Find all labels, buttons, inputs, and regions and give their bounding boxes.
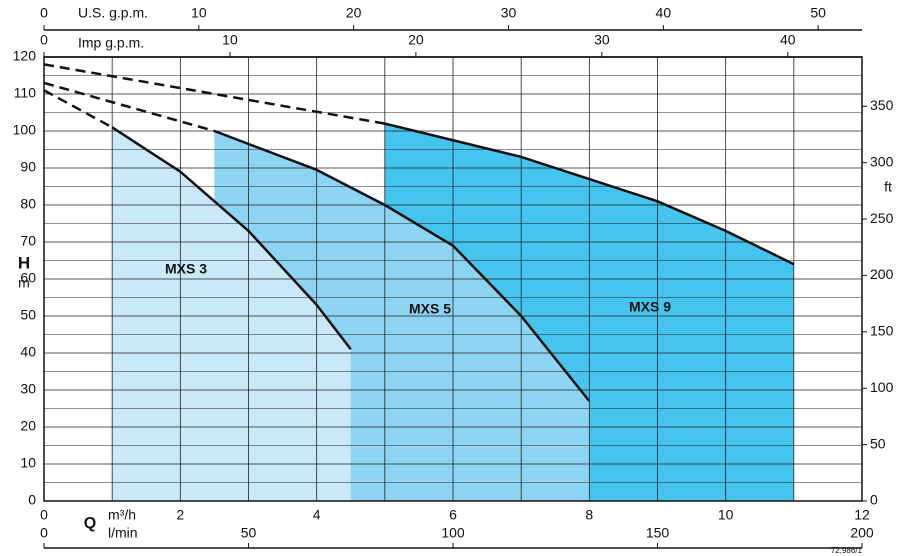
- x-label: m³/h: [108, 507, 136, 523]
- top-tick-label: 0: [40, 5, 48, 21]
- y-tick-label: 100: [13, 122, 37, 138]
- y-tick-label: 0: [28, 492, 36, 508]
- extrapolated-curve: [43, 63, 386, 125]
- y-tick-label: 80: [20, 196, 36, 212]
- x-tick-label: 0: [40, 507, 48, 523]
- x-tick-label: 8: [585, 507, 593, 523]
- y-tick-label: 10: [20, 455, 36, 471]
- series-label: MXS 9: [629, 299, 671, 315]
- footnote: 72,986/1: [831, 546, 863, 555]
- y-unit: m: [18, 275, 30, 291]
- y2-tick-label: 300: [870, 153, 894, 169]
- y-tick-label: 40: [20, 344, 36, 360]
- q-label: Q: [84, 515, 96, 532]
- series-label: MXS 3: [165, 261, 207, 277]
- extrapolated-curve: [43, 89, 113, 129]
- y-tick-label: 20: [20, 418, 36, 434]
- y2-tick-label: 0: [870, 492, 878, 508]
- top-tick-label: 40: [656, 5, 672, 21]
- top-tick-label: 30: [501, 5, 517, 21]
- curve: [213, 129, 591, 402]
- top-tick-label: 40: [780, 32, 796, 48]
- bottom-axis-label: l/min: [108, 525, 138, 541]
- y-tick-label: 60: [20, 270, 36, 286]
- extrapolated-curve: [43, 81, 215, 133]
- y-tick-label: 70: [20, 233, 36, 249]
- y-label: H: [18, 253, 30, 272]
- x-tick-label: 6: [449, 507, 457, 523]
- bottom-tick-label: 100: [441, 525, 465, 541]
- y2-tick-label: 150: [870, 323, 894, 339]
- y2-tick-label: 200: [870, 266, 894, 282]
- top-axis-label: U.S. g.p.m.: [78, 5, 148, 21]
- y2-tick-label: 50: [870, 435, 886, 451]
- bottom-tick-label: 150: [646, 525, 670, 541]
- x-tick-label: 12: [854, 507, 870, 523]
- top-tick-label: 30: [594, 32, 610, 48]
- y2-tick-label: 100: [870, 379, 894, 395]
- bottom-tick-label: 0: [40, 525, 48, 541]
- curves: [43, 63, 795, 402]
- x-tick-label: 4: [313, 507, 321, 523]
- y-tick-label: 120: [13, 48, 37, 64]
- top-tick-label: 0: [40, 32, 48, 48]
- x-tick-label: 2: [176, 507, 184, 523]
- y-tick-label: 50: [20, 307, 36, 323]
- y-tick-label: 30: [20, 381, 36, 397]
- y2-label: ft: [884, 179, 892, 195]
- y2-tick-label: 250: [870, 210, 894, 226]
- top-tick-label: 20: [408, 32, 424, 48]
- top-tick-label: 50: [810, 5, 826, 21]
- top-tick-label: 10: [222, 32, 238, 48]
- region: [112, 127, 351, 502]
- top-tick-label: 20: [346, 5, 362, 21]
- top-tick-label: 10: [191, 5, 207, 21]
- series-label: MXS 5: [409, 301, 451, 317]
- bottom-tick-label: 50: [241, 525, 257, 541]
- y-tick-label: 90: [20, 159, 36, 175]
- y2-tick-label: 350: [870, 97, 894, 113]
- x-tick-label: 10: [718, 507, 734, 523]
- grid: [43, 56, 863, 502]
- top-axis-label: Imp g.p.m.: [78, 35, 144, 51]
- bottom-tick-label: 200: [850, 525, 874, 541]
- curve: [111, 126, 352, 351]
- curve: [384, 122, 795, 266]
- y-tick-label: 110: [14, 85, 37, 101]
